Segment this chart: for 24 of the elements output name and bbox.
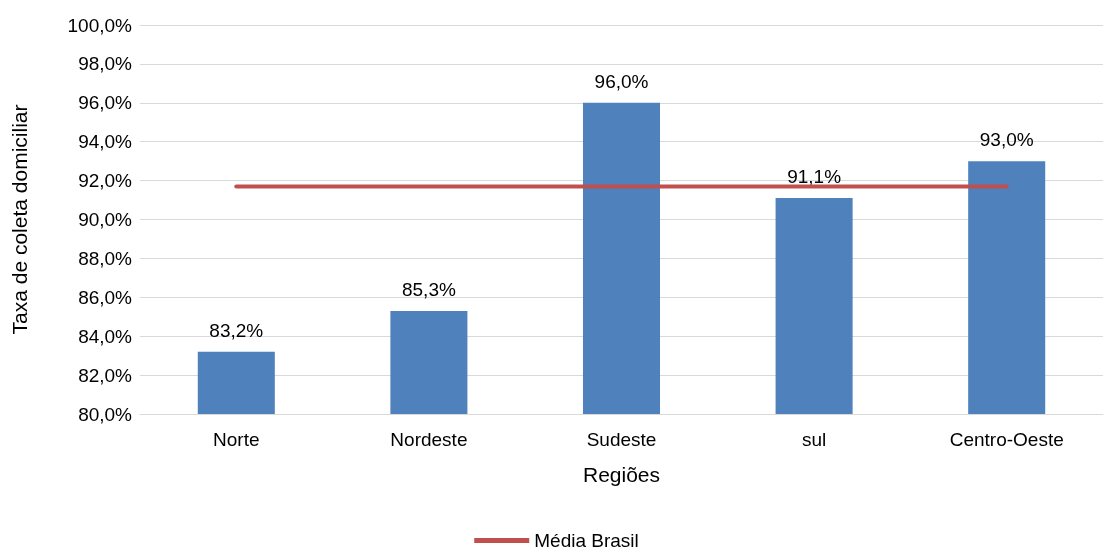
y-tick-label: 100,0% (67, 14, 133, 36)
y-tick-label: 94,0% (78, 131, 133, 153)
y-tick-label: 96,0% (78, 92, 133, 114)
legend-label: Média Brasil (534, 530, 639, 551)
y-tick-label: 84,0% (78, 325, 133, 347)
x-tick-label: Centro-Oeste (949, 429, 1064, 450)
y-tick-label: 86,0% (78, 286, 133, 308)
y-tick-label: 80,0% (78, 403, 133, 425)
y-tick-label: 98,0% (78, 53, 133, 75)
y-tick-label: 82,0% (78, 364, 133, 386)
data-label: 85,3% (401, 278, 456, 300)
x-tick-label: Norte (213, 429, 260, 450)
x-tick-label: sul (801, 429, 827, 450)
data-label: 93,0% (979, 129, 1034, 151)
y-tick-label: 92,0% (78, 170, 133, 192)
data-label: 83,2% (209, 319, 264, 341)
data-label: 96,0% (594, 70, 649, 92)
data-label: 91,1% (787, 166, 842, 188)
x-tick-label: Nordeste (390, 429, 468, 450)
y-tick-label: 88,0% (78, 247, 133, 269)
x-tick-label: Sudeste (586, 429, 657, 450)
y-tick-label: 90,0% (78, 209, 133, 230)
y-axis-title: Taxa de coleta domiciliar (8, 104, 31, 335)
x-axis-title: Regiões (582, 463, 661, 486)
